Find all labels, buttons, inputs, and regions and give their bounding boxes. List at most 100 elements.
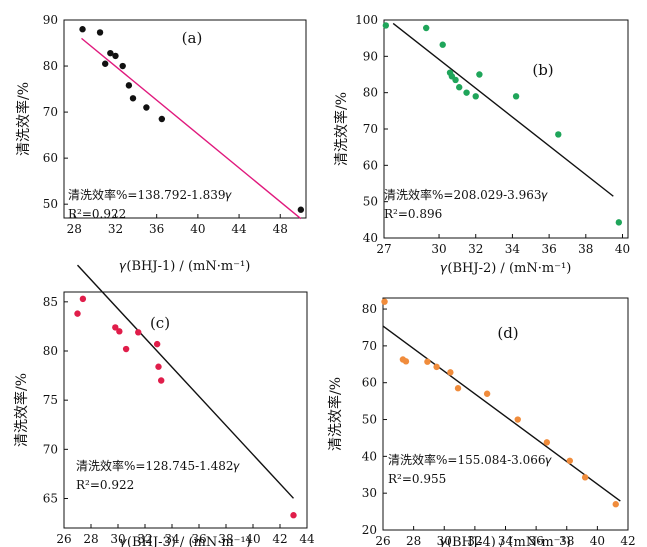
- x-axis-label: 𝛾(BHJ-2) / (mN·m⁻¹): [441, 261, 572, 276]
- x-tick-label: 40: [190, 222, 205, 236]
- x-tick-label: 28: [406, 534, 421, 547]
- x-tick-label: 34: [498, 534, 514, 547]
- data-point: [424, 358, 431, 365]
- y-tick-label: 60: [43, 151, 58, 165]
- x-tick-label: 34: [164, 532, 180, 546]
- data-point: [112, 52, 119, 60]
- data-point: [119, 62, 126, 70]
- data-point: [122, 345, 130, 353]
- x-tick-label: 32: [137, 532, 152, 546]
- data-point: [512, 93, 520, 100]
- x-tick-label: 38: [578, 242, 593, 256]
- y-tick-label: 85: [43, 295, 58, 309]
- panel-label: (d): [497, 324, 518, 342]
- y-tick-label: 90: [363, 49, 378, 63]
- x-tick-label: 26: [375, 534, 390, 547]
- y-axis-label: 清洗效率/%: [15, 82, 32, 156]
- x-tick-label: 34: [505, 242, 521, 256]
- data-point: [433, 363, 440, 371]
- y-tick-label: 70: [363, 122, 378, 136]
- data-point: [79, 26, 86, 33]
- y-tick-label: 80: [43, 344, 58, 358]
- r-squared: R²=0.922: [76, 478, 134, 492]
- fit-equation: 清洗效率%=155.084-3.066𝛾: [388, 452, 552, 467]
- y-tick-label: 30: [362, 486, 377, 500]
- data-point: [112, 324, 119, 331]
- x-tick-label: 44: [299, 532, 315, 546]
- data-point: [155, 363, 162, 370]
- data-point: [581, 474, 589, 481]
- data-point: [472, 93, 479, 100]
- y-tick-label: 50: [362, 413, 377, 427]
- y-tick-label: 50: [43, 197, 58, 211]
- x-tick-label: 36: [149, 222, 164, 236]
- y-tick-label: 80: [362, 302, 377, 316]
- data-point: [101, 60, 109, 67]
- y-tick-label: 60: [363, 158, 378, 172]
- fit-line: [81, 37, 302, 220]
- data-point: [158, 115, 166, 123]
- data-point: [543, 439, 551, 446]
- panel-label: (c): [150, 314, 170, 332]
- x-tick-label: 28: [67, 222, 82, 236]
- x-tick-label: 44: [231, 222, 247, 236]
- panel-label: (a): [182, 29, 203, 47]
- data-point: [463, 89, 470, 96]
- data-point: [454, 385, 462, 392]
- x-axis-label: 𝛾(BHJ-3) / (mN·m⁻¹): [120, 535, 251, 547]
- data-point: [514, 416, 521, 423]
- x-tick-label: 36: [191, 532, 206, 546]
- data-point: [96, 29, 104, 36]
- y-tick-label: 40: [362, 449, 377, 463]
- x-tick-label: 30: [431, 242, 446, 256]
- data-point: [158, 377, 165, 384]
- data-point: [452, 76, 459, 84]
- data-point: [290, 512, 297, 519]
- y-tick-label: 70: [43, 442, 58, 456]
- panel-a: 28 32 36 40 44 48 50 60 70 80 90 (a) 清洗效率%=138.792-1…: [15, 13, 307, 274]
- y-tick-label: 65: [43, 492, 58, 506]
- data-point: [135, 329, 142, 336]
- panel-d: 26 28 30 32 34 36 38 40 42 20 30 40 50 60 70 80 (d) 清洗效率%…: [327, 297, 636, 547]
- x-tick-label: 27: [376, 242, 391, 256]
- fit-line: [76, 264, 295, 499]
- fit-line: [382, 325, 621, 502]
- panel-c: 26 28 30 32 34 36 38 40 42 44 65 70 75 80 85 (c) 清洗效率%=1…: [13, 264, 315, 547]
- x-tick-label: 30: [110, 532, 125, 546]
- data-point: [125, 82, 133, 89]
- data-point: [615, 219, 623, 226]
- y-tick-label: 70: [362, 339, 377, 353]
- y-tick-label: 80: [43, 59, 58, 73]
- y-tick-label: 75: [43, 393, 58, 407]
- y-axis-label: 清洗效率/%: [333, 92, 350, 166]
- plot-frame: [383, 19, 629, 239]
- data-point: [381, 298, 388, 305]
- x-tick-label: 48: [273, 222, 288, 236]
- data-point: [456, 84, 463, 91]
- data-point: [447, 369, 454, 376]
- data-point: [566, 457, 574, 464]
- x-tick-label: 38: [559, 534, 574, 547]
- x-tick-label: 26: [56, 532, 71, 546]
- x-tick-label: 42: [620, 534, 635, 547]
- x-tick-label: 40: [615, 242, 630, 256]
- data-point: [382, 22, 390, 29]
- r-squared: R²=0.896: [384, 207, 442, 221]
- x-tick-label: 32: [468, 242, 483, 256]
- data-point: [297, 206, 305, 213]
- y-tick-label: 40: [363, 231, 378, 245]
- y-tick-label: 60: [362, 376, 377, 390]
- x-tick-label: 42: [272, 532, 287, 546]
- data-point: [143, 104, 150, 111]
- y-tick-label: 90: [43, 13, 58, 27]
- data-point: [476, 71, 483, 78]
- data-point: [402, 358, 410, 365]
- data-point: [612, 501, 619, 508]
- data-point: [74, 310, 81, 317]
- plot-frame: [63, 291, 308, 529]
- data-point: [422, 24, 430, 32]
- fit-equation: 清洗效率%=128.745-1.482𝛾: [76, 458, 240, 473]
- y-tick-label: 80: [363, 86, 378, 100]
- fit-equation: 清洗效率%=208.029-3.963𝛾: [384, 187, 548, 202]
